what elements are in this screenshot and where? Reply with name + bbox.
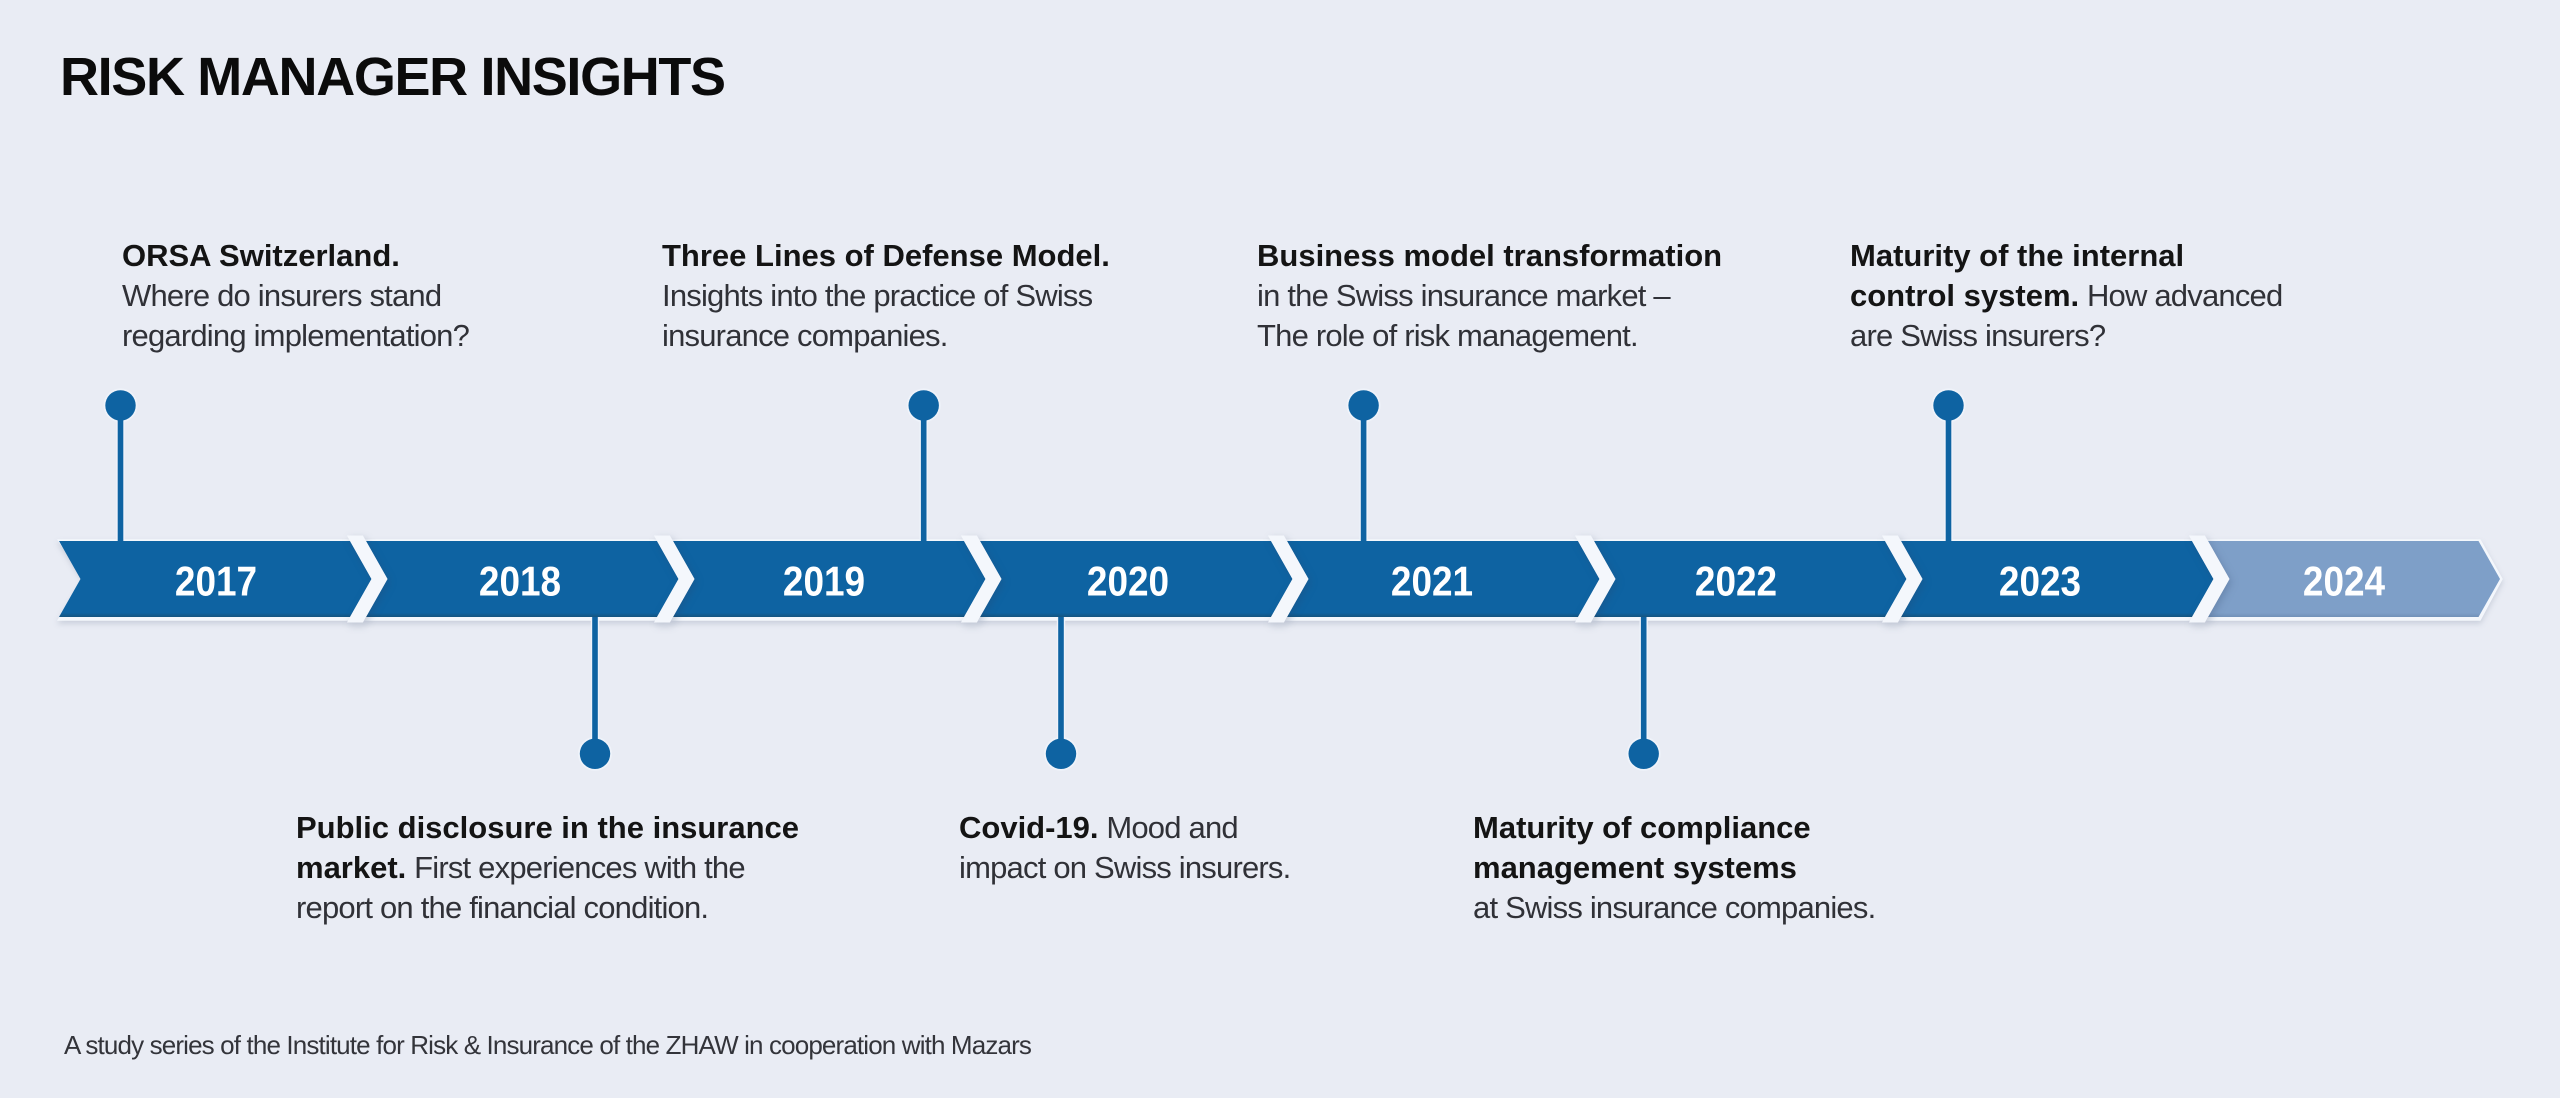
svg-text:2023: 2023 [1999,558,2081,605]
svg-text:2022: 2022 [1695,558,1777,605]
svg-text:2018: 2018 [479,558,561,605]
svg-text:2017: 2017 [175,558,257,605]
svg-text:2021: 2021 [1391,558,1473,605]
svg-text:2024: 2024 [2303,558,2385,605]
svg-text:2020: 2020 [1087,558,1169,605]
svg-text:2019: 2019 [783,558,865,605]
